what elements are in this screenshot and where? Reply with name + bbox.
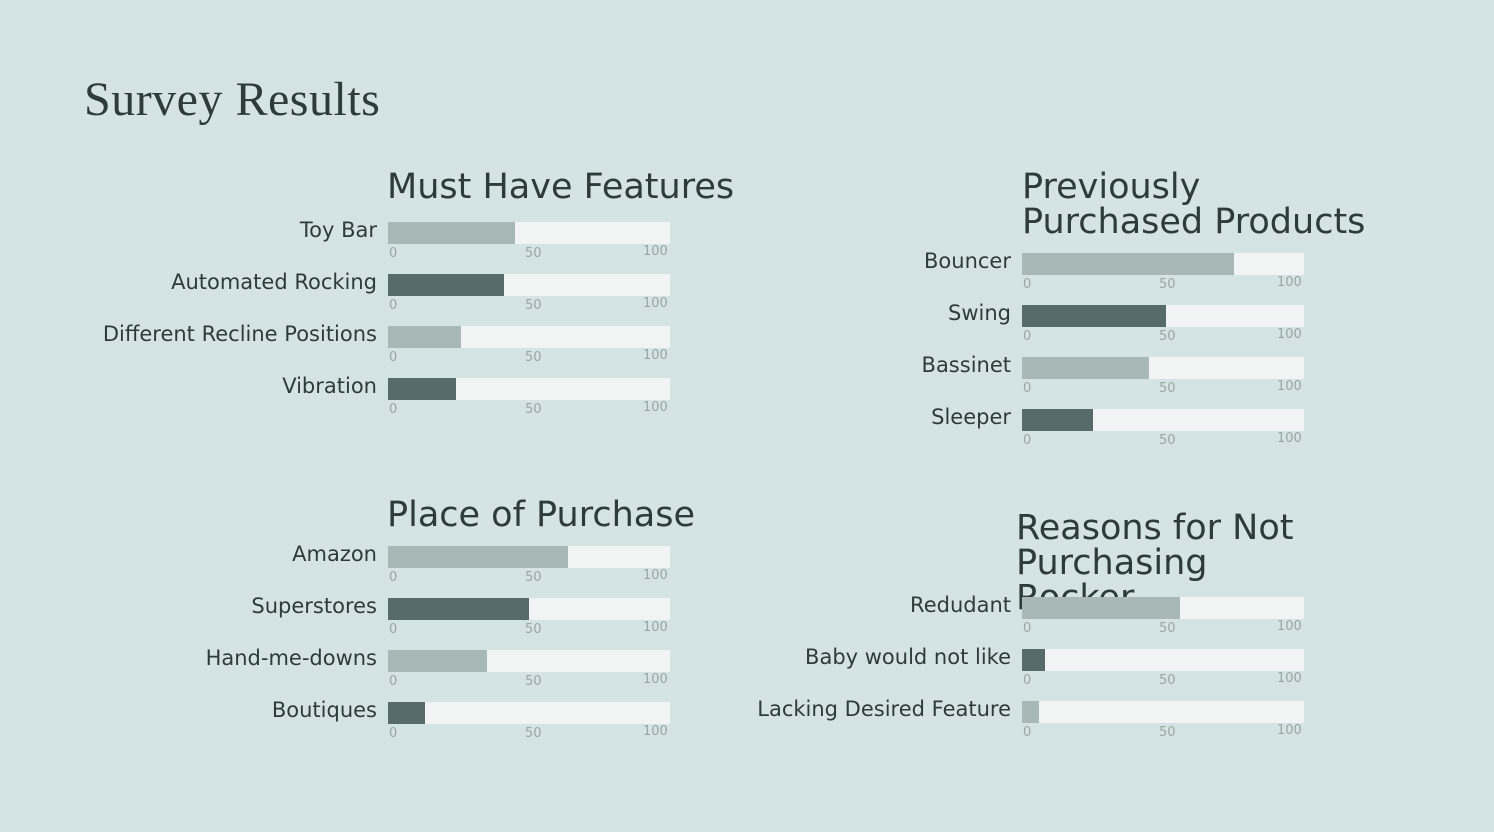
- tick-label: 0: [389, 246, 398, 261]
- tick-label: 50: [1159, 381, 1176, 396]
- bar-automated-rocking: [388, 274, 504, 296]
- chart-title: Place of Purchase: [387, 495, 695, 535]
- chart-title: Previously Purchased Products: [1022, 167, 1366, 242]
- tick-label: 0: [1023, 621, 1032, 636]
- bar-track: [1022, 253, 1304, 275]
- bar-track: [1022, 357, 1304, 379]
- tick-label: 0: [1023, 381, 1032, 396]
- bar-amazon: [388, 546, 569, 568]
- tick-label: 100: [643, 724, 668, 739]
- tick-label: 100: [643, 620, 668, 635]
- bar-label-superstores: Superstores: [251, 594, 377, 618]
- tick-label: 100: [1277, 275, 1302, 290]
- bar-lacking-desired-feature: [1022, 701, 1039, 723]
- tick-label: 50: [1159, 725, 1176, 740]
- tick-label: 0: [1023, 673, 1032, 688]
- bar-track: [388, 378, 670, 400]
- bar-track: [388, 326, 670, 348]
- bar-track: [388, 598, 670, 620]
- tick-label: 50: [525, 298, 542, 313]
- bar-track: [1022, 649, 1304, 671]
- bar-track: [1022, 701, 1304, 723]
- tick-label: 50: [525, 726, 542, 741]
- bar-track: [1022, 597, 1304, 619]
- tick-label: 100: [1277, 671, 1302, 686]
- bar-label-vibration: Vibration: [282, 374, 377, 398]
- tick-label: 100: [1277, 379, 1302, 394]
- tick-label: 50: [525, 402, 542, 417]
- bar-label-lacking-desired-feature: Lacking Desired Feature: [757, 697, 1011, 721]
- tick-label: 50: [1159, 621, 1176, 636]
- tick-label: 50: [1159, 277, 1176, 292]
- tick-label: 50: [1159, 673, 1176, 688]
- bar-track: [388, 546, 670, 568]
- bar-track: [388, 222, 670, 244]
- tick-label: 50: [1159, 433, 1176, 448]
- bar-label-sleeper: Sleeper: [931, 405, 1011, 429]
- bar-vibration: [388, 378, 456, 400]
- bar-label-swing: Swing: [948, 301, 1011, 325]
- bar-swing: [1022, 305, 1166, 327]
- tick-label: 0: [1023, 725, 1032, 740]
- bar-superstores: [388, 598, 529, 620]
- tick-label: 100: [643, 244, 668, 259]
- tick-label: 50: [525, 350, 542, 365]
- bar-label-bassinet: Bassinet: [921, 353, 1011, 377]
- tick-label: 0: [389, 350, 398, 365]
- tick-label: 0: [1023, 329, 1032, 344]
- tick-label: 0: [389, 402, 398, 417]
- tick-label: 100: [643, 568, 668, 583]
- bar-label-redudant: Redudant: [910, 593, 1011, 617]
- tick-label: 100: [643, 672, 668, 687]
- bar-track: [388, 702, 670, 724]
- bar-boutiques: [388, 702, 425, 724]
- bar-label-toy-bar: Toy Bar: [299, 218, 377, 242]
- tick-label: 0: [389, 726, 398, 741]
- tick-label: 0: [389, 298, 398, 313]
- tick-label: 0: [389, 622, 398, 637]
- tick-label: 0: [389, 570, 398, 585]
- tick-label: 0: [1023, 433, 1032, 448]
- bar-label-different-recline-positions: Different Recline Positions: [102, 322, 377, 346]
- tick-label: 100: [1277, 327, 1302, 342]
- bar-toy-bar: [388, 222, 515, 244]
- tick-label: 100: [1277, 619, 1302, 634]
- bar-redudant: [1022, 597, 1180, 619]
- bar-track: [1022, 409, 1304, 431]
- page-title: Survey Results: [84, 73, 381, 126]
- tick-label: 100: [643, 400, 668, 415]
- bar-track: [1022, 305, 1304, 327]
- tick-label: 100: [643, 296, 668, 311]
- chart-title: Must Have Features: [387, 167, 735, 207]
- tick-label: 0: [1023, 277, 1032, 292]
- tick-label: 50: [525, 246, 542, 261]
- bar-label-hand-me-downs: Hand-me-downs: [205, 646, 377, 670]
- bar-baby-would-not-like: [1022, 649, 1045, 671]
- bar-sleeper: [1022, 409, 1093, 431]
- bar-track: [388, 274, 670, 296]
- tick-label: 100: [643, 348, 668, 363]
- bar-label-automated-rocking: Automated Rocking: [171, 270, 377, 294]
- tick-label: 50: [525, 622, 542, 637]
- bar-label-bouncer: Bouncer: [924, 249, 1011, 273]
- tick-label: 100: [1277, 723, 1302, 738]
- bar-track: [388, 650, 670, 672]
- bar-label-amazon: Amazon: [292, 542, 377, 566]
- tick-label: 50: [525, 674, 542, 689]
- tick-label: 0: [389, 674, 398, 689]
- bar-hand-me-downs: [388, 650, 487, 672]
- tick-label: 100: [1277, 431, 1302, 446]
- bar-bassinet: [1022, 357, 1149, 379]
- bar-different-recline-positions: [388, 326, 462, 348]
- tick-label: 50: [1159, 329, 1176, 344]
- bar-bouncer: [1022, 253, 1234, 275]
- bar-label-boutiques: Boutiques: [271, 698, 377, 722]
- tick-label: 50: [525, 570, 542, 585]
- bar-label-baby-would-not-like: Baby would not like: [805, 645, 1011, 669]
